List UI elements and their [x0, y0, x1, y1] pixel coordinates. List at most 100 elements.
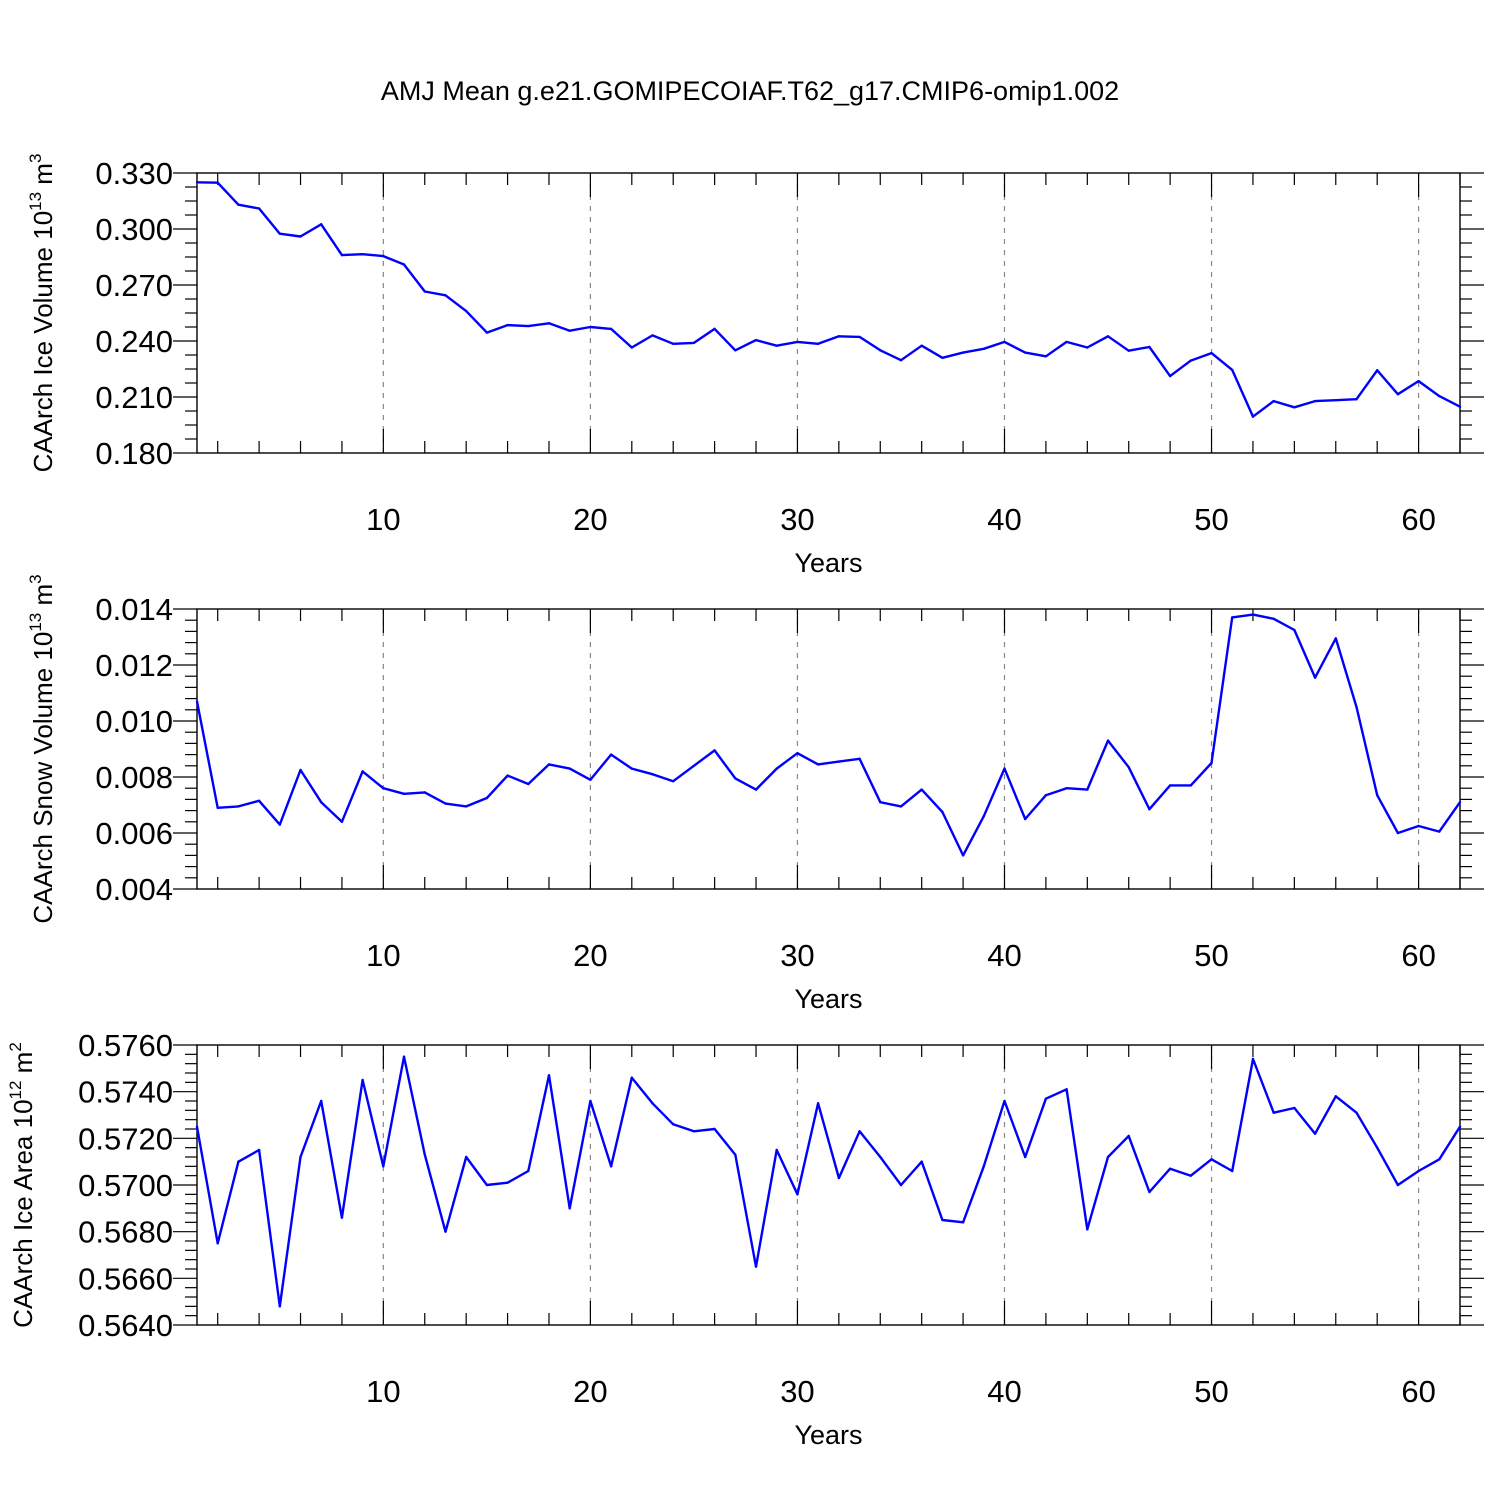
data-point	[754, 788, 758, 791]
x-tick-label: 30	[780, 938, 814, 973]
data-point	[1272, 617, 1275, 620]
data-point	[1106, 1155, 1110, 1159]
data-point	[1251, 415, 1255, 418]
x-tick-label: 50	[1194, 502, 1228, 537]
series-line	[196, 181, 1461, 418]
data-point	[1355, 1111, 1358, 1114]
data-point	[961, 351, 965, 354]
x-tick-label: 30	[780, 1374, 814, 1409]
data-point	[1127, 766, 1130, 769]
data-point	[1148, 808, 1151, 811]
data-point	[195, 700, 199, 703]
data-point	[1293, 406, 1296, 409]
data-point	[257, 207, 261, 210]
data-point	[1438, 394, 1441, 398]
data-point	[1334, 1095, 1337, 1098]
data-point	[734, 1153, 737, 1156]
data-point	[1023, 1155, 1027, 1159]
data-point	[920, 1160, 923, 1163]
data-point	[1148, 1190, 1151, 1194]
data-point	[1210, 761, 1213, 765]
data-point	[1375, 1146, 1379, 1149]
data-point	[195, 1125, 199, 1128]
data-point	[609, 327, 613, 331]
y-tick-label: 0.5700	[78, 1168, 173, 1203]
data-point	[1438, 1158, 1441, 1161]
data-point	[423, 1153, 426, 1156]
data-point	[382, 787, 385, 790]
data-point	[1375, 794, 1379, 797]
x-tick-label: 60	[1401, 938, 1435, 973]
y-axis-label: CAArch Ice Area 1012 m2	[6, 1042, 38, 1328]
data-point	[941, 356, 944, 359]
data-point	[775, 767, 778, 770]
x-tick-label: 10	[366, 938, 400, 973]
data-point	[1086, 346, 1089, 349]
data-point	[1355, 398, 1358, 401]
data-point	[796, 340, 799, 344]
data-point	[630, 346, 634, 349]
y-tick-label: 0.5740	[78, 1075, 173, 1110]
data-point	[464, 1155, 468, 1159]
data-point	[1023, 351, 1027, 354]
data-point	[1396, 1183, 1400, 1187]
data-point	[1127, 349, 1130, 352]
data-point	[257, 799, 261, 802]
y-tick-label: 0.180	[95, 436, 173, 471]
data-point	[1272, 1111, 1275, 1114]
data-point	[1293, 1106, 1296, 1110]
data-point	[837, 335, 841, 338]
data-point	[672, 1123, 675, 1126]
figure-title: AMJ Mean g.e21.GOMIPECOIAF.T62_g17.CMIP6…	[381, 76, 1119, 106]
panel-snow-volume: 0.004 0.006 0.008 0.010 0.012 0.014 10 20 30 40 50…	[26, 574, 1484, 1014]
data-point	[1458, 801, 1462, 804]
data-point	[1438, 830, 1441, 833]
data-point	[858, 335, 861, 339]
data-point	[630, 1076, 634, 1079]
data-point	[1293, 628, 1296, 632]
data-point	[589, 325, 592, 329]
data-point	[382, 254, 385, 258]
x-tick-label: 10	[366, 502, 400, 537]
data-point	[1355, 705, 1358, 709]
data-point	[775, 344, 778, 347]
x-tick-label: 60	[1401, 1374, 1435, 1409]
x-tick-label: 60	[1401, 502, 1435, 537]
data-point	[672, 780, 675, 783]
data-point	[1396, 831, 1400, 835]
data-point	[1210, 1158, 1213, 1161]
data-point	[816, 342, 820, 345]
data-point	[506, 1181, 509, 1184]
data-point	[713, 327, 716, 331]
data-point	[1231, 368, 1234, 372]
data-point	[568, 329, 571, 332]
data-point	[216, 806, 219, 809]
data-point	[1313, 399, 1317, 403]
data-point	[961, 854, 965, 857]
data-point	[1417, 379, 1420, 383]
y-axis-label: CAArch Ice Volume 1013 m3	[26, 154, 58, 473]
data-point	[879, 801, 882, 804]
y-tick-label: 0.5760	[78, 1028, 173, 1063]
data-point	[402, 1055, 406, 1058]
data-point	[920, 344, 923, 347]
data-point	[527, 1169, 530, 1173]
data-point	[796, 1193, 799, 1196]
data-point	[485, 796, 489, 800]
panel-ice-area: 0.5640 0.5660 0.5680 0.5700 0.5720 0.5740 0.57…	[6, 1028, 1484, 1450]
data-point	[1065, 340, 1068, 344]
data-point	[382, 1165, 385, 1168]
data-point	[754, 338, 758, 342]
x-tick-label: 50	[1194, 1374, 1228, 1409]
data-point	[837, 760, 841, 763]
data-point	[858, 1130, 861, 1133]
data-point	[320, 1099, 323, 1103]
data-point	[320, 223, 323, 226]
data-point	[216, 181, 219, 184]
data-point	[1003, 340, 1006, 344]
y-tick-label: 0.5720	[78, 1121, 173, 1156]
data-point	[1189, 784, 1193, 787]
data-point	[1251, 1057, 1255, 1061]
data-point	[402, 792, 406, 795]
data-point	[961, 1221, 965, 1224]
